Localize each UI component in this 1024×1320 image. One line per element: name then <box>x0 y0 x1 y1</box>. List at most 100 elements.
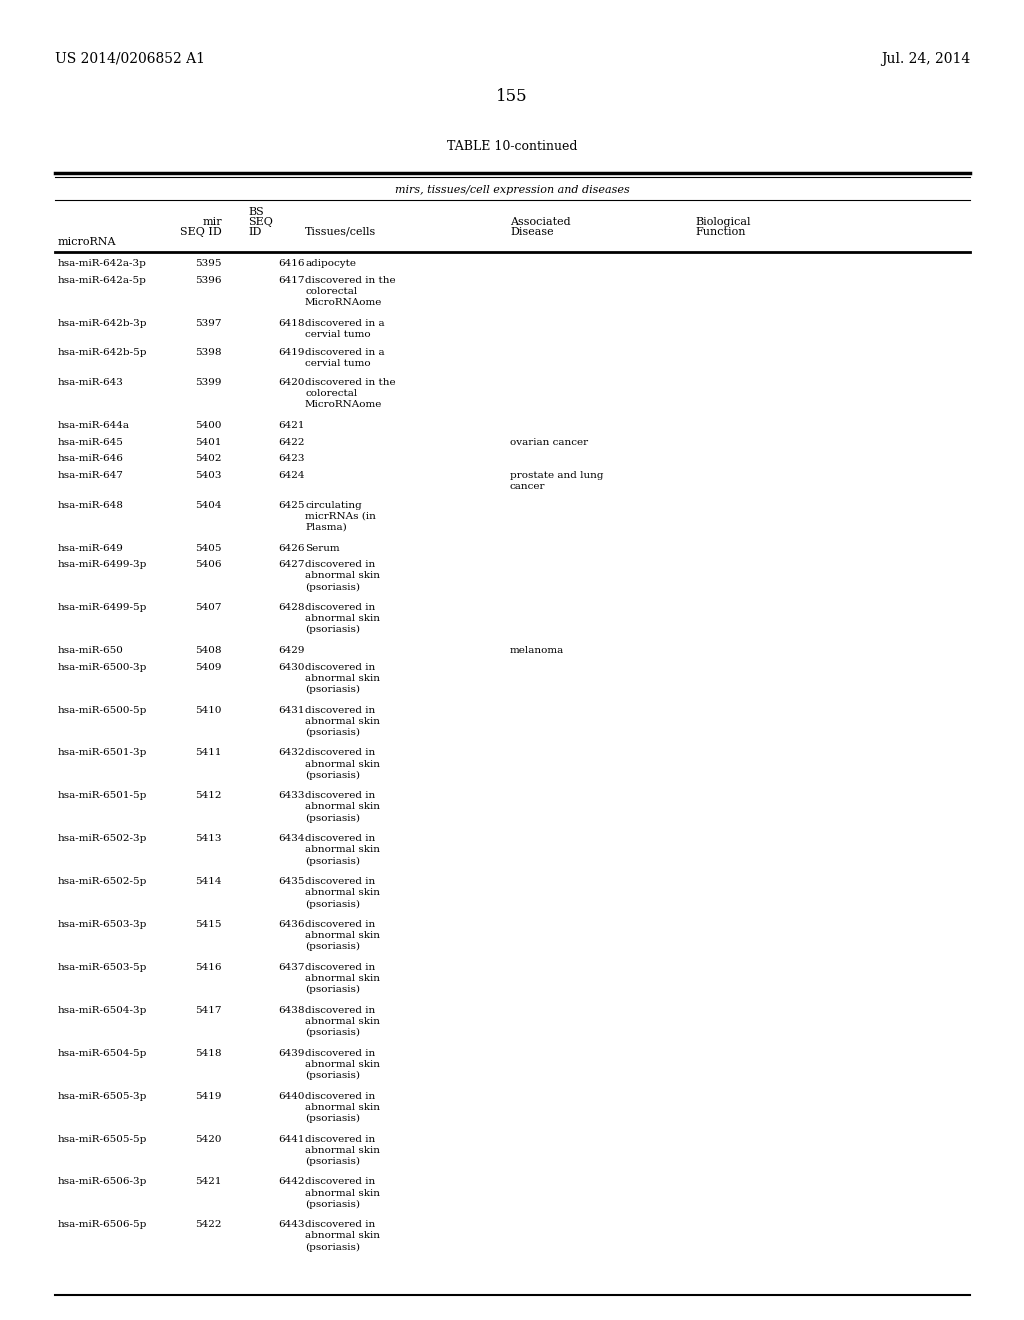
Text: hsa-miR-6506-5p: hsa-miR-6506-5p <box>58 1221 147 1229</box>
Text: hsa-miR-6505-3p: hsa-miR-6505-3p <box>58 1092 147 1101</box>
Text: Disease: Disease <box>510 227 554 238</box>
Text: hsa-miR-642a-5p: hsa-miR-642a-5p <box>58 276 146 285</box>
Text: 5419: 5419 <box>196 1092 222 1101</box>
Text: mir: mir <box>203 216 222 227</box>
Text: 6418: 6418 <box>278 318 304 327</box>
Text: 5397: 5397 <box>196 318 222 327</box>
Text: Jul. 24, 2014: Jul. 24, 2014 <box>881 51 970 66</box>
Text: 6423: 6423 <box>278 454 304 463</box>
Text: 5405: 5405 <box>196 544 222 553</box>
Text: discovered in a
cervial tumo: discovered in a cervial tumo <box>305 318 385 339</box>
Text: 6438: 6438 <box>278 1006 304 1015</box>
Text: hsa-miR-6505-5p: hsa-miR-6505-5p <box>58 1135 147 1143</box>
Text: 6419: 6419 <box>278 348 304 358</box>
Text: 5404: 5404 <box>196 500 222 510</box>
Text: 6432: 6432 <box>278 748 304 758</box>
Text: BS: BS <box>248 207 264 216</box>
Text: 6439: 6439 <box>278 1049 304 1057</box>
Text: discovered in
abnormal skin
(psoriasis): discovered in abnormal skin (psoriasis) <box>305 964 380 994</box>
Text: Biological: Biological <box>695 216 751 227</box>
Text: 5403: 5403 <box>196 471 222 480</box>
Text: US 2014/0206852 A1: US 2014/0206852 A1 <box>55 51 205 66</box>
Text: hsa-miR-6499-5p: hsa-miR-6499-5p <box>58 603 147 612</box>
Text: hsa-miR-646: hsa-miR-646 <box>58 454 124 463</box>
Text: ovarian cancer: ovarian cancer <box>510 438 588 446</box>
Text: 5413: 5413 <box>196 834 222 843</box>
Text: adipocyte: adipocyte <box>305 259 356 268</box>
Text: 5407: 5407 <box>196 603 222 612</box>
Text: hsa-miR-6504-3p: hsa-miR-6504-3p <box>58 1006 147 1015</box>
Text: 5411: 5411 <box>196 748 222 758</box>
Text: hsa-miR-6506-3p: hsa-miR-6506-3p <box>58 1177 147 1187</box>
Text: circulating
micrRNAs (in
Plasma): circulating micrRNAs (in Plasma) <box>305 500 376 532</box>
Text: 6433: 6433 <box>278 792 304 800</box>
Text: 6424: 6424 <box>278 471 304 480</box>
Text: 5406: 5406 <box>196 560 222 569</box>
Text: discovered in
abnormal skin
(psoriasis): discovered in abnormal skin (psoriasis) <box>305 834 380 866</box>
Text: 155: 155 <box>497 88 527 106</box>
Text: discovered in
abnormal skin
(psoriasis): discovered in abnormal skin (psoriasis) <box>305 878 380 908</box>
Text: hsa-miR-6500-5p: hsa-miR-6500-5p <box>58 705 147 714</box>
Text: SEQ ID: SEQ ID <box>180 227 222 238</box>
Text: discovered in
abnormal skin
(psoriasis): discovered in abnormal skin (psoriasis) <box>305 920 380 952</box>
Text: hsa-miR-645: hsa-miR-645 <box>58 438 124 446</box>
Text: discovered in the
colorectal
MicroRNAome: discovered in the colorectal MicroRNAome <box>305 276 395 306</box>
Text: prostate and lung
cancer: prostate and lung cancer <box>510 471 603 491</box>
Text: 5412: 5412 <box>196 792 222 800</box>
Text: hsa-miR-648: hsa-miR-648 <box>58 500 124 510</box>
Text: Function: Function <box>695 227 745 238</box>
Text: 5422: 5422 <box>196 1221 222 1229</box>
Text: 5396: 5396 <box>196 276 222 285</box>
Text: SEQ: SEQ <box>248 216 272 227</box>
Text: 5402: 5402 <box>196 454 222 463</box>
Text: discovered in
abnormal skin
(psoriasis): discovered in abnormal skin (psoriasis) <box>305 663 380 694</box>
Text: microRNA: microRNA <box>58 238 117 247</box>
Text: Associated: Associated <box>510 216 570 227</box>
Text: discovered in
abnormal skin
(psoriasis): discovered in abnormal skin (psoriasis) <box>305 1177 380 1209</box>
Text: discovered in
abnormal skin
(psoriasis): discovered in abnormal skin (psoriasis) <box>305 1006 380 1038</box>
Text: 5395: 5395 <box>196 259 222 268</box>
Text: 6441: 6441 <box>278 1135 304 1143</box>
Text: melanoma: melanoma <box>510 645 564 655</box>
Text: hsa-miR-647: hsa-miR-647 <box>58 471 124 480</box>
Text: 5400: 5400 <box>196 421 222 430</box>
Text: hsa-miR-6502-5p: hsa-miR-6502-5p <box>58 878 147 886</box>
Text: 6425: 6425 <box>278 500 304 510</box>
Text: hsa-miR-6501-3p: hsa-miR-6501-3p <box>58 748 147 758</box>
Text: discovered in
abnormal skin
(psoriasis): discovered in abnormal skin (psoriasis) <box>305 560 380 591</box>
Text: 6428: 6428 <box>278 603 304 612</box>
Text: discovered in
abnormal skin
(psoriasis): discovered in abnormal skin (psoriasis) <box>305 1135 380 1166</box>
Text: discovered in
abnormal skin
(psoriasis): discovered in abnormal skin (psoriasis) <box>305 792 380 822</box>
Text: 6434: 6434 <box>278 834 304 843</box>
Text: 5418: 5418 <box>196 1049 222 1057</box>
Text: 5408: 5408 <box>196 645 222 655</box>
Text: 6421: 6421 <box>278 421 304 430</box>
Text: 6416: 6416 <box>278 259 304 268</box>
Text: hsa-miR-6499-3p: hsa-miR-6499-3p <box>58 560 147 569</box>
Text: 5398: 5398 <box>196 348 222 358</box>
Text: 6427: 6427 <box>278 560 304 569</box>
Text: hsa-miR-642b-5p: hsa-miR-642b-5p <box>58 348 147 358</box>
Text: 6440: 6440 <box>278 1092 304 1101</box>
Text: hsa-miR-650: hsa-miR-650 <box>58 645 124 655</box>
Text: hsa-miR-649: hsa-miR-649 <box>58 544 124 553</box>
Text: discovered in
abnormal skin
(psoriasis): discovered in abnormal skin (psoriasis) <box>305 1092 380 1123</box>
Text: 6442: 6442 <box>278 1177 304 1187</box>
Text: 5414: 5414 <box>196 878 222 886</box>
Text: 5399: 5399 <box>196 378 222 387</box>
Text: 6435: 6435 <box>278 878 304 886</box>
Text: 6431: 6431 <box>278 705 304 714</box>
Text: 5410: 5410 <box>196 705 222 714</box>
Text: ID: ID <box>248 227 261 238</box>
Text: 6443: 6443 <box>278 1221 304 1229</box>
Text: 6420: 6420 <box>278 378 304 387</box>
Text: 6437: 6437 <box>278 964 304 972</box>
Text: discovered in a
cervial tumo: discovered in a cervial tumo <box>305 348 385 368</box>
Text: TABLE 10-continued: TABLE 10-continued <box>446 140 578 153</box>
Text: hsa-miR-642a-3p: hsa-miR-642a-3p <box>58 259 146 268</box>
Text: 6426: 6426 <box>278 544 304 553</box>
Text: 5409: 5409 <box>196 663 222 672</box>
Text: hsa-miR-6500-3p: hsa-miR-6500-3p <box>58 663 147 672</box>
Text: 6422: 6422 <box>278 438 304 446</box>
Text: discovered in
abnormal skin
(psoriasis): discovered in abnormal skin (psoriasis) <box>305 1049 380 1080</box>
